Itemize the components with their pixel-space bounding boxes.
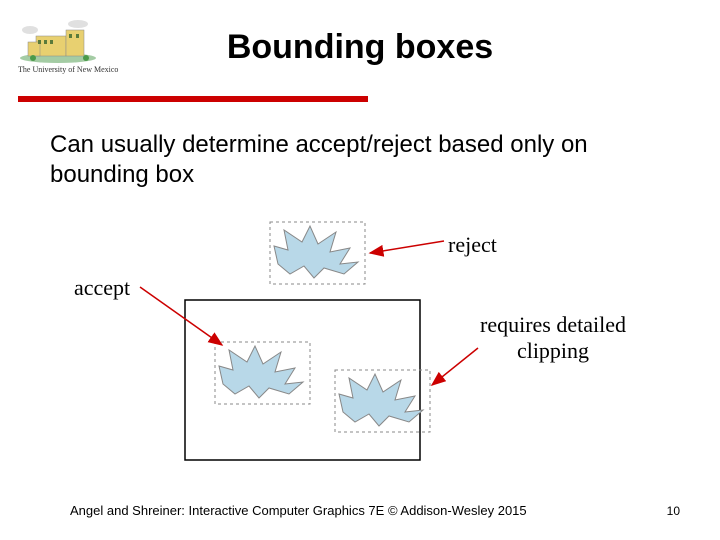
arrow-accept [140,287,222,345]
accept-shape-group [215,342,310,404]
slide-title: Bounding boxes [0,28,720,67]
clip-window [185,300,420,460]
page-number: 10 [667,504,680,518]
reject-shape-group [270,222,365,284]
label-accept: accept [74,275,130,301]
detailed-shape-group [335,370,430,432]
diagram [0,0,720,540]
body-text: Can usually determine accept/reject base… [50,130,670,190]
label-reject: reject [448,232,497,258]
title-underline [18,96,368,102]
label-detailed: requires detailed clipping [468,312,638,365]
arrow-reject [370,241,444,253]
footer-citation: Angel and Shreiner: Interactive Computer… [70,503,527,518]
